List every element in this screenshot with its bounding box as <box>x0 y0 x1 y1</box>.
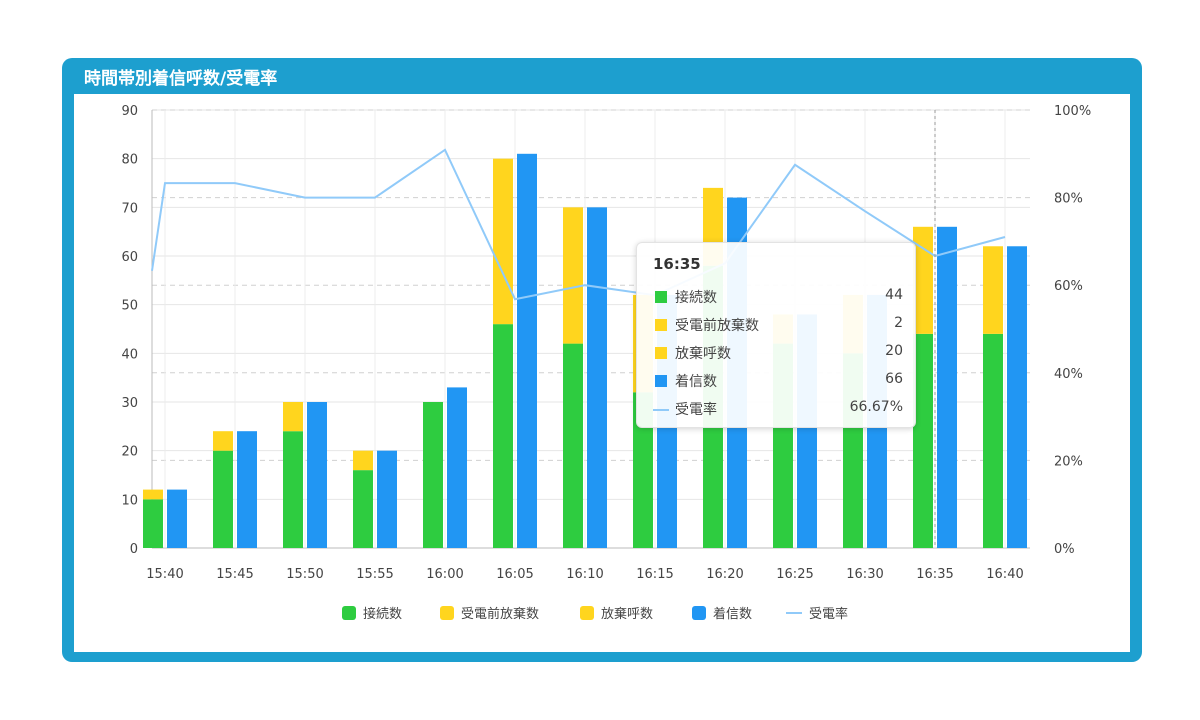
tooltip-label: 受電前放棄数 <box>675 318 759 334</box>
y2-tick-label: 60% <box>1054 279 1083 294</box>
bar-connected <box>213 450 233 548</box>
legend-label: 放棄呼数 <box>601 607 653 622</box>
legend-swatch <box>342 606 356 620</box>
x-tick-label: 16:40 <box>986 567 1023 582</box>
x-tick-label: 16:15 <box>636 567 673 582</box>
bar-abandoned <box>353 450 373 471</box>
tooltip-row: 受電率 66.67% <box>653 399 903 421</box>
legend-swatch <box>692 606 706 620</box>
x-tick-label: 16:10 <box>566 567 603 582</box>
tooltip-label: 放棄呼数 <box>675 346 731 362</box>
bar-connected <box>983 333 1003 548</box>
y-tick-label: 50 <box>121 299 138 314</box>
x-tick-label: 15:55 <box>356 567 393 582</box>
bar-connected <box>353 470 373 548</box>
bar-abandoned <box>563 207 583 344</box>
y-tick-label: 0 <box>130 542 138 557</box>
bar-abandoned <box>913 226 933 334</box>
bar-abandoned <box>283 402 303 432</box>
y-tick-label: 60 <box>121 250 138 265</box>
x-tick-label: 15:50 <box>286 567 323 582</box>
legend-swatch <box>440 606 454 620</box>
tooltip-value: 44 <box>885 287 903 303</box>
legend-label: 接続数 <box>363 606 402 622</box>
bar-incoming <box>167 489 187 548</box>
x-tick-label: 15:45 <box>216 567 253 582</box>
bar-incoming <box>307 402 327 548</box>
tooltip-label: 接続数 <box>675 290 717 306</box>
tooltip: 16:35 接続数 44 受電前放棄数 2 放棄呼数 20 着信数 66 受電率 66.67% <box>636 242 916 428</box>
bar-abandoned <box>143 489 163 500</box>
tooltip-swatch <box>653 409 669 411</box>
legend-swatch <box>580 606 594 620</box>
bar-connected <box>633 392 653 548</box>
chart-title: 時間帯別着信呼数/受電率 <box>84 69 278 89</box>
tooltip-time: 16:35 <box>653 255 701 273</box>
bar-abandoned <box>213 431 233 451</box>
y-tick-label: 40 <box>121 347 138 362</box>
tooltip-label: 着信数 <box>675 374 717 390</box>
bar-connected <box>563 343 583 548</box>
tooltip-swatch <box>655 375 667 387</box>
bar-incoming <box>377 450 397 548</box>
bar-incoming <box>517 153 537 549</box>
legend-label: 受電率 <box>809 606 848 622</box>
tooltip-row: 着信数 66 <box>653 371 903 393</box>
tooltip-value: 66.67% <box>849 399 903 415</box>
tooltip-row: 接続数 44 <box>653 287 903 309</box>
x-tick-label: 16:30 <box>846 567 883 582</box>
x-tick-label: 16:20 <box>706 567 743 582</box>
y2-tick-label: 40% <box>1054 367 1083 382</box>
x-tick-label: 16:25 <box>776 567 813 582</box>
tooltip-swatch <box>655 319 667 331</box>
bar-abandoned <box>983 246 1003 334</box>
tooltip-swatch <box>655 347 667 359</box>
y-tick-label: 10 <box>121 493 138 508</box>
y2-tick-label: 20% <box>1054 454 1083 469</box>
bar-connected <box>283 431 303 548</box>
x-tick-label: 16:00 <box>426 567 463 582</box>
legend-label: 受電前放棄数 <box>461 606 539 622</box>
y-tick-label: 20 <box>121 445 138 460</box>
tooltip-row: 受電前放棄数 2 <box>653 315 903 337</box>
y-tick-label: 70 <box>121 201 138 216</box>
bar-connected <box>423 402 443 548</box>
y-tick-label: 90 <box>121 104 138 119</box>
y2-tick-label: 80% <box>1054 192 1083 207</box>
bar-incoming <box>587 207 607 549</box>
x-tick-label: 16:05 <box>496 567 533 582</box>
y2-tick-label: 0% <box>1054 542 1075 557</box>
x-tick-label: 16:35 <box>916 567 953 582</box>
y-tick-label: 80 <box>121 153 138 168</box>
bar-connected <box>493 324 513 548</box>
tooltip-value: 66 <box>885 371 903 387</box>
x-tick-label: 15:40 <box>146 567 183 582</box>
bar-incoming <box>447 387 467 548</box>
tooltip-label: 受電率 <box>675 402 717 418</box>
bar-abandoned <box>493 158 513 325</box>
y-tick-label: 30 <box>121 396 138 411</box>
tooltip-value: 20 <box>885 343 903 359</box>
tooltip-swatch <box>655 291 667 303</box>
tooltip-row: 放棄呼数 20 <box>653 343 903 365</box>
bar-incoming <box>937 226 957 549</box>
y2-tick-label: 100% <box>1054 104 1091 119</box>
rate-line <box>151 148 1006 301</box>
legend-label: 着信数 <box>713 606 752 622</box>
bar-incoming <box>237 431 257 548</box>
bar-connected <box>143 499 163 548</box>
bar-connected <box>913 333 933 548</box>
bar-incoming <box>1007 246 1027 548</box>
tooltip-value: 2 <box>894 315 903 331</box>
